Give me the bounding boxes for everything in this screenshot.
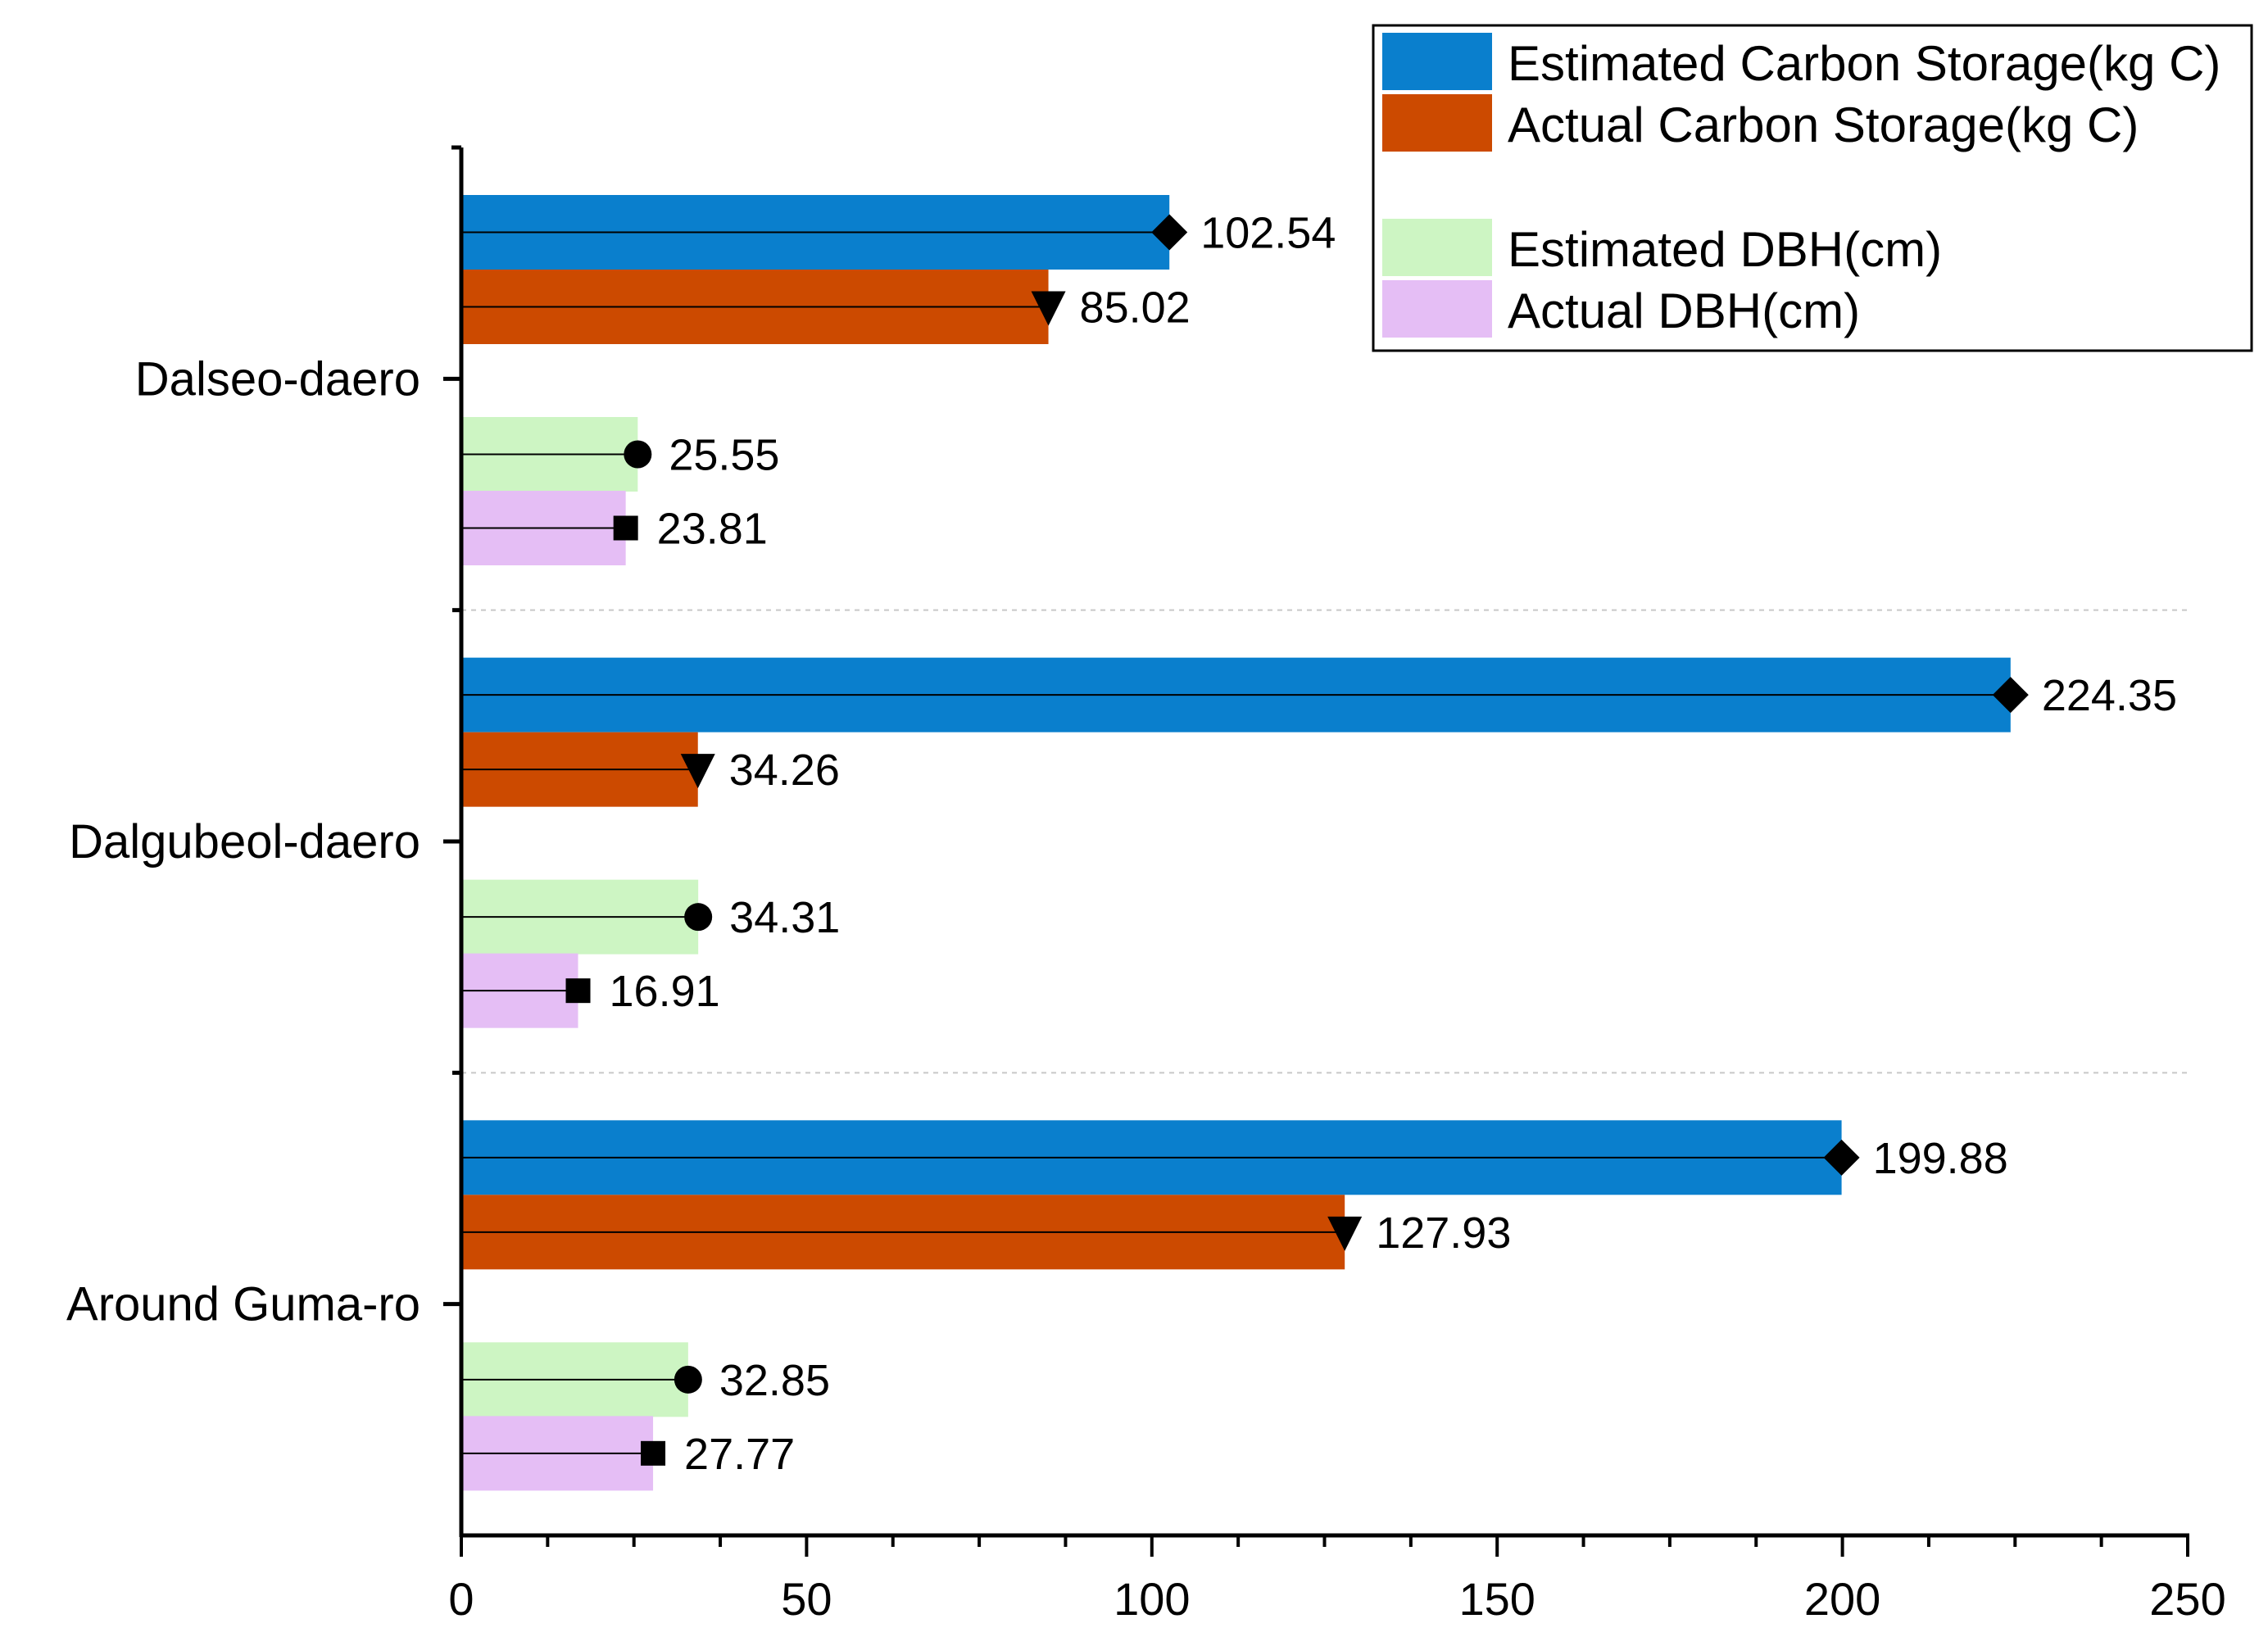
category-separators xyxy=(461,609,2188,1074)
bar-dalgubeol-daero-estimated-carbon-storage-kg-c-marker xyxy=(1992,677,2029,714)
bar-dalseo-daero-actual-carbon-storage-kg-c-marker xyxy=(1031,291,1066,326)
data-label: 27.77 xyxy=(684,1430,795,1479)
x-tick-label: 50 xyxy=(781,1573,832,1625)
bar-dalseo-daero-estimated-carbon-storage-kg-c-marker xyxy=(1151,214,1188,251)
x-tick-label: 250 xyxy=(2149,1573,2225,1625)
data-label: 85.02 xyxy=(1080,283,1191,333)
bar-dalgubeol-daero-estimated-dbh-cm-marker xyxy=(684,903,713,932)
legend-swatch-actual-carbon-storage-kg-c xyxy=(1382,94,1492,152)
category-label-dalseo-daero: Dalseo-daero xyxy=(135,352,420,406)
bar-dalgubeol-daero-actual-dbh-cm-marker xyxy=(565,978,591,1004)
x-tick-label: 100 xyxy=(1114,1573,1190,1625)
bar-around-guma-ro-estimated-carbon-storage-kg-c-marker xyxy=(1823,1139,1860,1176)
data-label: 224.35 xyxy=(2042,671,2177,720)
x-tick-label: 150 xyxy=(1458,1573,1535,1625)
x-axis-ticks: 0 50 100 150 200 250 xyxy=(448,1535,2226,1625)
legend-swatch-estimated-carbon-storage-kg-c xyxy=(1382,33,1492,90)
bar-around-guma-ro-estimated-dbh-cm-marker xyxy=(674,1365,702,1394)
legend-swatch-actual-dbh-cm xyxy=(1382,280,1492,338)
bar-around-guma-ro-actual-carbon-storage-kg-c-marker xyxy=(1327,1216,1363,1251)
legend-label: Actual DBH(cm) xyxy=(1508,283,1860,338)
bar-dalseo-daero-estimated-dbh-cm-marker xyxy=(624,440,652,469)
x-tick-label: 200 xyxy=(1804,1573,1880,1625)
data-label: 34.31 xyxy=(729,893,840,942)
legend: Estimated Carbon Storage(kg C) Actual Car… xyxy=(1372,24,2253,352)
legend-label: Actual Carbon Storage(kg C) xyxy=(1508,97,2139,152)
data-label: 34.26 xyxy=(729,746,840,795)
legend-label: Estimated Carbon Storage(kg C) xyxy=(1508,36,2220,91)
data-label: 32.85 xyxy=(719,1356,830,1405)
data-label: 25.55 xyxy=(669,431,779,480)
bar-dalseo-daero-actual-dbh-cm-marker xyxy=(613,515,638,541)
category-label-around-guma-ro: Around Guma-ro xyxy=(66,1278,420,1331)
legend-label: Estimated DBH(cm) xyxy=(1508,222,1942,277)
bar-around-guma-ro-actual-dbh-cm-marker xyxy=(641,1440,666,1466)
legend-box xyxy=(1372,24,2253,352)
axes xyxy=(451,145,2189,1538)
data-label: 16.91 xyxy=(610,967,720,1016)
x-tick-label: 0 xyxy=(448,1573,474,1625)
category-label-dalgubeol-daero: Dalgubeol-daero xyxy=(69,815,420,868)
y-axis-categories: Dalseo-daero Dalgubeol-daero Around Guma-r… xyxy=(66,352,461,1331)
legend-swatch-estimated-dbh-cm xyxy=(1382,219,1492,276)
data-label: 127.93 xyxy=(1376,1208,1511,1258)
bar-dalgubeol-daero-actual-carbon-storage-kg-c-marker xyxy=(680,754,715,789)
data-label: 199.88 xyxy=(1873,1134,2008,1183)
data-label: 23.81 xyxy=(657,505,768,554)
data-label: 102.54 xyxy=(1200,209,1336,258)
